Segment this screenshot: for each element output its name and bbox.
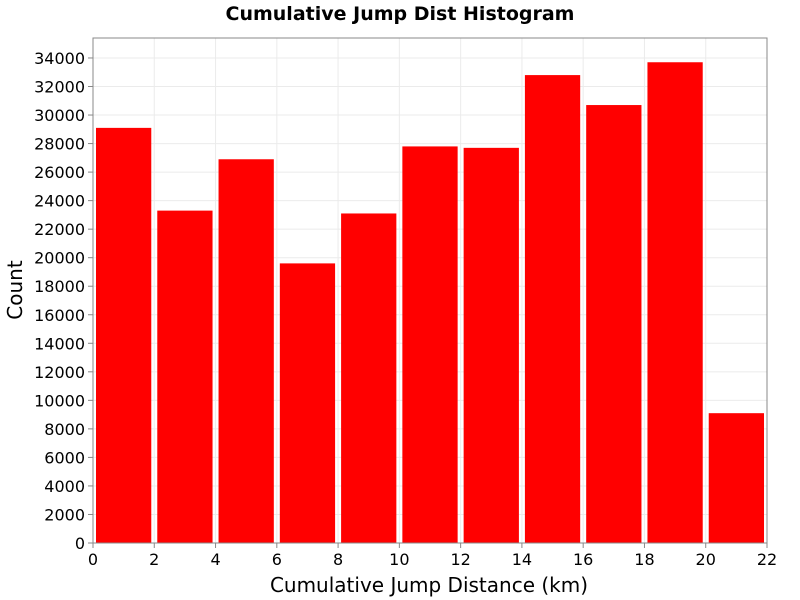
histogram-bar-10 — [708, 413, 764, 543]
x-axis-label: Cumulative Jump Distance (km) — [270, 573, 588, 597]
y-tick-label: 20000 — [34, 249, 85, 268]
x-axis-ticks: 0 2 4 6 8 10 12 14 16 18 20 22 — [88, 543, 777, 569]
x-tick-label: 0 — [88, 550, 98, 569]
y-axis-label: Count — [3, 260, 27, 320]
histogram-bar-1 — [157, 210, 213, 544]
y-tick-label: 28000 — [34, 135, 85, 154]
histogram-bar-5 — [402, 146, 458, 543]
histogram-bar-9 — [647, 62, 703, 544]
y-tick-label: 6000 — [44, 448, 85, 467]
y-tick-label: 10000 — [34, 391, 85, 410]
y-tick-label: 14000 — [34, 334, 85, 353]
histogram-bar-2 — [218, 159, 274, 543]
plot-frame — [92, 37, 768, 544]
y-tick-label: 32000 — [34, 78, 85, 97]
bars — [96, 62, 764, 544]
y-tick-label: 26000 — [34, 163, 85, 182]
y-tick-label: 4000 — [44, 477, 85, 496]
y-tick-label: 22000 — [34, 220, 85, 239]
y-tick-label: 18000 — [34, 277, 85, 296]
chart-title: Cumulative Jump Dist Histogram — [226, 3, 575, 25]
y-axis-ticks: 0 2000 4000 6000 8000 10000 12000 14000 16000 180… — [34, 49, 93, 553]
x-tick-label: 14 — [512, 550, 532, 569]
x-tick-label: 22 — [757, 550, 777, 569]
x-tick-label: 6 — [272, 550, 282, 569]
histogram-bar-6 — [463, 147, 519, 543]
axes — [92, 37, 768, 544]
histogram-bar-3 — [279, 263, 336, 543]
histogram-bar-8 — [586, 105, 642, 543]
x-tick-label: 8 — [333, 550, 343, 569]
y-tick-label: 2000 — [44, 505, 85, 524]
x-tick-label: 10 — [389, 550, 409, 569]
x-tick-label: 4 — [210, 550, 220, 569]
x-tick-label: 16 — [573, 550, 593, 569]
y-tick-label: 30000 — [34, 106, 85, 125]
histogram-bar-0 — [96, 127, 152, 544]
y-tick-label: 0 — [75, 534, 85, 553]
x-tick-label: 20 — [696, 550, 716, 569]
y-tick-label: 16000 — [34, 306, 85, 325]
x-tick-label: 2 — [149, 550, 159, 569]
x-tick-label: 18 — [634, 550, 654, 569]
histogram-bar-4 — [341, 213, 397, 543]
x-tick-label: 12 — [450, 550, 470, 569]
y-tick-label: 34000 — [34, 49, 85, 68]
histogram-bar-7 — [524, 75, 581, 543]
y-tick-label: 24000 — [34, 192, 85, 211]
y-tick-label: 12000 — [34, 363, 85, 382]
y-tick-label: 8000 — [44, 420, 85, 439]
